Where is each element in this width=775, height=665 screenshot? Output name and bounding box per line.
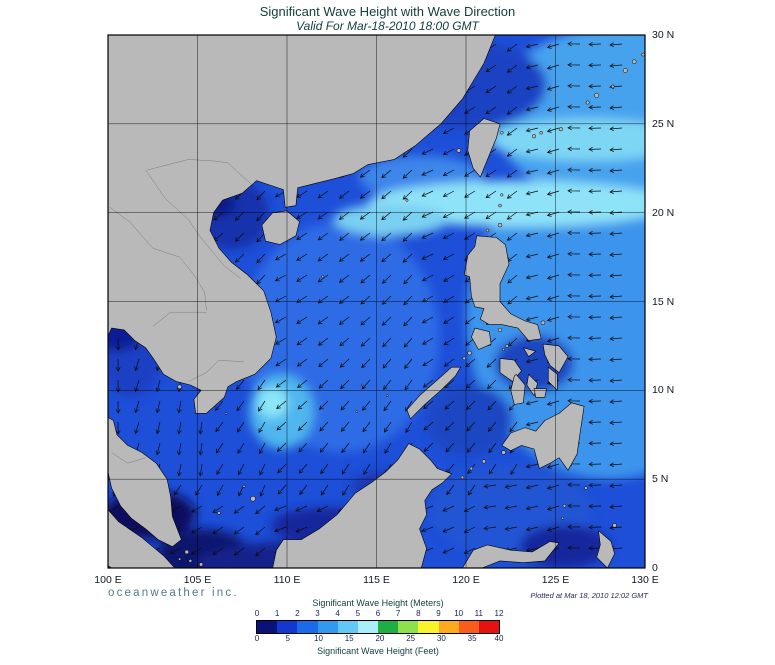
colorbar-segment: [458, 621, 479, 633]
lon-tick-label: 110 E: [273, 574, 301, 586]
meters-tick-label: 11: [474, 609, 483, 618]
colorbar-segment: [337, 621, 358, 633]
lon-tick-label: 115 E: [363, 574, 390, 586]
oceanweather-brand: oceanweather inc.: [108, 587, 239, 599]
colorbar-segment: [418, 621, 439, 633]
feet-tick-label: 35: [467, 634, 477, 643]
lon-tick-label: 105 E: [183, 574, 212, 586]
colorbar-segment: [478, 621, 500, 633]
wave-height-colorbar: [256, 620, 500, 634]
colorbar-segment: [398, 621, 419, 633]
map-frame: [107, 34, 646, 569]
lat-tick-label: 10 N: [652, 384, 675, 397]
meters-tick-label: 4: [335, 609, 340, 618]
feet-tick-label: 0: [254, 634, 260, 643]
lat-tick-label: 30 N: [652, 29, 675, 41]
feet-tick-label: 40: [494, 634, 504, 643]
legend-feet-scale: 0 5 10 15 20 25 30 35 40: [254, 634, 504, 644]
land-masses: [108, 35, 645, 568]
meters-tick-label: 8: [416, 609, 421, 618]
feet-tick-label: 30: [436, 634, 446, 643]
colorbar-segment: [438, 621, 459, 633]
lat-tick-label: 5 N: [652, 473, 669, 486]
feet-tick-label: 15: [344, 634, 354, 643]
meters-tick-label: 3: [315, 609, 320, 618]
feet-tick-label: 5: [285, 634, 290, 643]
meters-tick-label: 1: [274, 609, 280, 618]
meters-tick-label: 12: [494, 609, 504, 618]
lat-tick-label: 15 N: [652, 295, 675, 308]
meters-tick-label: 7: [395, 609, 401, 618]
lon-tick-label: 130 E: [631, 574, 659, 586]
valid-time-subtitle: Valid For Mar-18-2010 18:00 GMT: [296, 19, 479, 33]
legend-title-feet: Significant Wave Height (Feet): [317, 646, 439, 656]
colorbar-segment: [357, 621, 379, 633]
feet-tick-label: 10: [314, 634, 323, 643]
lon-tick-label: 120 E: [452, 574, 480, 586]
lon-tick-label: 125 E: [541, 574, 570, 586]
meters-tick-label: 6: [375, 609, 381, 618]
lat-tick-label: 25 N: [652, 117, 675, 130]
lat-tick-label: 0: [652, 562, 658, 574]
meters-tick-label: 0: [254, 609, 260, 618]
colorbar-segment: [297, 621, 318, 633]
meters-tick-label: 5: [355, 609, 361, 618]
plotted-timestamp: Plotted at Mar 18, 2010 12:02 GMT: [530, 591, 648, 600]
page-title: Significant Wave Height with Wave Direct…: [259, 4, 516, 19]
colorbar-segment: [277, 621, 298, 633]
legend-meters-scale: 0 1 2 3 4 5 6 7 8 9 10 11 12: [254, 609, 504, 619]
feet-tick-label: 20: [375, 634, 385, 643]
lon-tick-label: 100 E: [94, 574, 122, 586]
feet-tick-label: 25: [406, 634, 416, 643]
colorbar-segment: [317, 621, 338, 633]
graticule: [108, 35, 645, 568]
meters-tick-label: 2: [295, 609, 300, 618]
meters-tick-label: 10: [454, 609, 464, 618]
lat-tick-label: 20 N: [652, 206, 675, 219]
colorbar-segment: [257, 621, 278, 633]
colorbar-segment: [378, 621, 399, 633]
meters-tick-label: 9: [436, 609, 441, 618]
legend-title-meters: Significant Wave Height (Meters): [312, 598, 444, 608]
